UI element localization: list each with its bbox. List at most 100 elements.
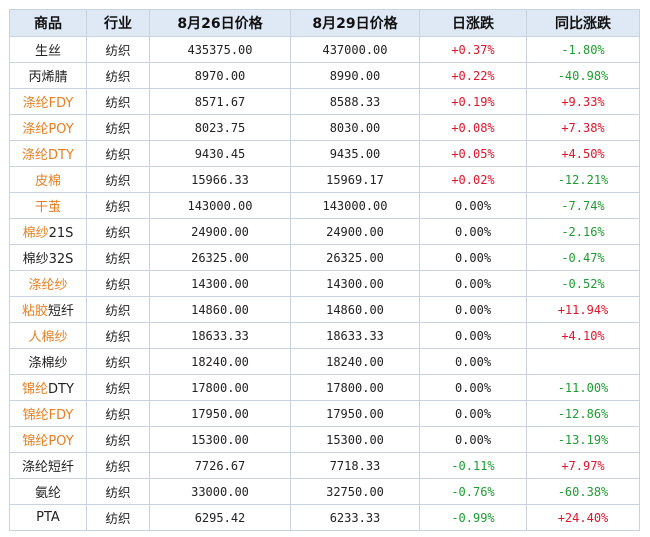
price-aug26-cell: 14860.00	[149, 296, 291, 323]
table-row: PTA 纺织 6295.42 6233.33 -0.99% +24.40%	[9, 504, 640, 531]
daily-change-cell: 0.00%	[419, 348, 527, 375]
table-row: 涤纶POY 纺织 8023.75 8030.00 +0.08% +7.38%	[9, 114, 640, 141]
table-row: 涤棉纱 纺织 18240.00 18240.00 0.00%	[9, 348, 640, 375]
industry-cell: 纺织	[86, 36, 150, 63]
price-aug26-cell: 26325.00	[149, 244, 291, 271]
daily-change-cell: +0.05%	[419, 140, 527, 167]
table-row: 锦纶FDY 纺织 17950.00 17950.00 0.00% -12.86%	[9, 400, 640, 427]
daily-change-cell: -0.99%	[419, 504, 527, 531]
commodity-name-cell: 涤纶短纤	[9, 452, 87, 479]
daily-change-cell: +0.19%	[419, 88, 527, 115]
commodity-text: 21S	[48, 226, 74, 241]
daily-change-cell: -0.11%	[419, 452, 527, 479]
commodity-name-cell: 锦纶POY	[9, 426, 87, 453]
daily-change-cell: 0.00%	[419, 296, 527, 323]
table-row: 粘胶短纤 纺织 14860.00 14860.00 0.00% +11.94%	[9, 296, 640, 323]
price-aug26-cell: 8571.67	[149, 88, 291, 115]
commodity-link[interactable]: 粘胶	[21, 304, 48, 319]
industry-cell: 纺织	[86, 478, 150, 505]
commodity-text: 氨纶	[34, 486, 61, 501]
price-aug26-cell: 8970.00	[149, 62, 291, 89]
commodity-link[interactable]: 锦纶FDY	[22, 408, 74, 423]
commodity-link[interactable]: 人棉纱	[28, 330, 68, 345]
price-aug29-cell: 14300.00	[290, 270, 420, 297]
yoy-change-cell: -13.19%	[526, 426, 640, 453]
price-aug26-cell: 17950.00	[149, 400, 291, 427]
commodity-text: PTA	[36, 510, 60, 525]
commodity-name-cell: 涤棉纱	[9, 348, 87, 375]
price-aug26-cell: 15300.00	[149, 426, 291, 453]
industry-cell: 纺织	[86, 452, 150, 479]
price-aug29-cell: 18240.00	[290, 348, 420, 375]
table-row: 涤纶DTY 纺织 9430.45 9435.00 +0.05% +4.50%	[9, 140, 640, 167]
commodity-text: DTY	[48, 382, 74, 397]
commodity-text: 涤纶短纤	[21, 460, 74, 475]
daily-change-cell: +0.02%	[419, 166, 527, 193]
industry-cell: 纺织	[86, 400, 150, 427]
commodity-name-cell: 棉纱21S	[9, 218, 87, 245]
commodity-name-cell: 氨纶	[9, 478, 87, 505]
daily-change-cell: 0.00%	[419, 374, 527, 401]
daily-change-cell: 0.00%	[419, 270, 527, 297]
commodity-name-cell: PTA	[9, 504, 87, 531]
header-price-aug26: 8月26日价格	[149, 9, 291, 37]
commodity-name-cell: 棉纱32S	[9, 244, 87, 271]
industry-cell: 纺织	[86, 166, 150, 193]
industry-cell: 纺织	[86, 192, 150, 219]
commodity-link[interactable]: 涤纶POY	[22, 122, 74, 137]
price-aug29-cell: 32750.00	[290, 478, 420, 505]
price-aug29-cell: 8588.33	[290, 88, 420, 115]
daily-change-cell: 0.00%	[419, 192, 527, 219]
commodity-name-cell: 涤纶DTY	[9, 140, 87, 167]
commodity-name-cell: 涤纶POY	[9, 114, 87, 141]
yoy-change-cell: -60.38%	[526, 478, 640, 505]
yoy-change-cell: -12.86%	[526, 400, 640, 427]
commodity-text: 涤棉纱	[28, 356, 68, 371]
table-row: 涤纶短纤 纺织 7726.67 7718.33 -0.11% +7.97%	[9, 452, 640, 479]
price-table-container: 商品 行业 8月26日价格 8月29日价格 日涨跌 同比涨跌 生丝 纺织 43537…	[9, 9, 640, 531]
commodity-name-cell: 涤纶纱	[9, 270, 87, 297]
industry-cell: 纺织	[86, 62, 150, 89]
price-aug26-cell: 7726.67	[149, 452, 291, 479]
yoy-change-cell: +7.38%	[526, 114, 640, 141]
table-row: 丙烯腈 纺织 8970.00 8990.00 +0.22% -40.98%	[9, 62, 640, 89]
industry-cell: 纺织	[86, 88, 150, 115]
commodity-link[interactable]: 皮棉	[34, 174, 61, 189]
commodity-name-cell: 皮棉	[9, 166, 87, 193]
industry-cell: 纺织	[86, 244, 150, 271]
yoy-change-cell: -12.21%	[526, 166, 640, 193]
commodity-name-cell: 涤纶FDY	[9, 88, 87, 115]
commodity-link[interactable]: 锦纶	[22, 382, 49, 397]
header-yoy-change: 同比涨跌	[526, 9, 640, 37]
table-row: 锦纶DTY 纺织 17800.00 17800.00 0.00% -11.00%	[9, 374, 640, 401]
commodity-link[interactable]: 涤纶DTY	[22, 148, 74, 163]
commodity-link[interactable]: 干茧	[34, 200, 61, 215]
daily-change-cell: -0.76%	[419, 478, 527, 505]
industry-cell: 纺织	[86, 270, 150, 297]
price-aug26-cell: 8023.75	[149, 114, 291, 141]
commodity-name-cell: 粘胶短纤	[9, 296, 87, 323]
header-price-aug29: 8月29日价格	[290, 9, 420, 37]
daily-change-cell: 0.00%	[419, 426, 527, 453]
table-row: 棉纱32S 纺织 26325.00 26325.00 0.00% -0.47%	[9, 244, 640, 271]
yoy-change-cell: +4.50%	[526, 140, 640, 167]
commodity-link[interactable]: 涤纶纱	[28, 278, 68, 293]
price-aug29-cell: 143000.00	[290, 192, 420, 219]
daily-change-cell: 0.00%	[419, 218, 527, 245]
commodity-link[interactable]: 锦纶POY	[22, 434, 74, 449]
price-aug26-cell: 24900.00	[149, 218, 291, 245]
price-table: 商品 行业 8月26日价格 8月29日价格 日涨跌 同比涨跌 生丝 纺织 43537…	[9, 9, 640, 531]
industry-cell: 纺织	[86, 322, 150, 349]
price-aug29-cell: 437000.00	[290, 36, 420, 63]
price-aug29-cell: 24900.00	[290, 218, 420, 245]
price-aug26-cell: 15966.33	[149, 166, 291, 193]
commodity-name-cell: 丙烯腈	[9, 62, 87, 89]
table-row: 皮棉 纺织 15966.33 15969.17 +0.02% -12.21%	[9, 166, 640, 193]
yoy-change-cell: -0.47%	[526, 244, 640, 271]
commodity-link[interactable]: 涤纶FDY	[22, 96, 74, 111]
header-commodity: 商品	[9, 9, 87, 37]
commodity-link[interactable]: 棉纱	[22, 226, 49, 241]
price-aug29-cell: 9435.00	[290, 140, 420, 167]
yoy-change-cell: -40.98%	[526, 62, 640, 89]
price-aug29-cell: 6233.33	[290, 504, 420, 531]
